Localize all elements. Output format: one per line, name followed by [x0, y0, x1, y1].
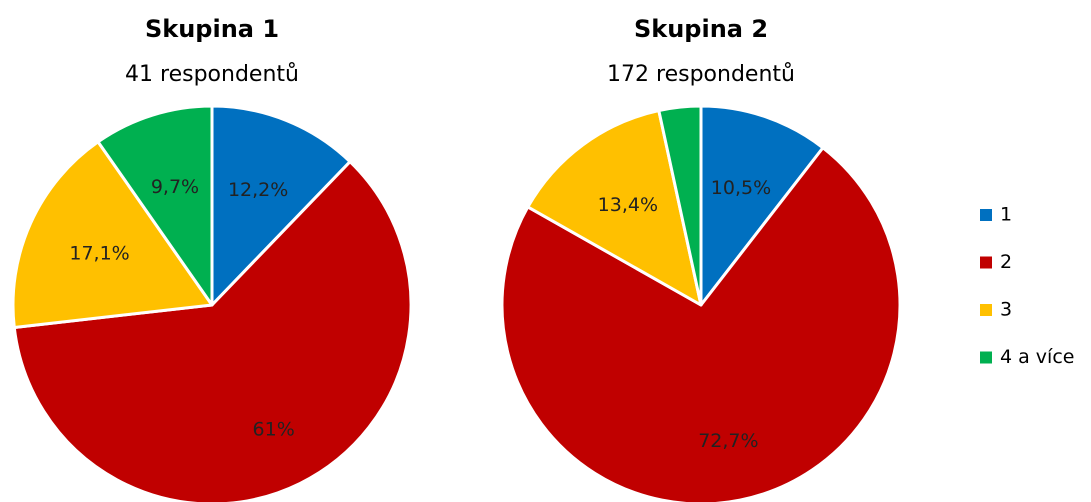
chart-subtitle: 172 respondentů [607, 62, 795, 87]
data-label: 13,4% [598, 194, 658, 216]
pie-slice [210, 104, 352, 307]
pie-slice [96, 104, 214, 307]
legend-label: 2 [1000, 251, 1012, 273]
pie-slice [11, 140, 214, 329]
data-label: 10,5% [711, 177, 771, 199]
data-label: 17,1% [69, 243, 129, 265]
pie-slice [657, 104, 703, 307]
legend-swatch [980, 209, 992, 221]
legend-swatch [980, 256, 992, 269]
data-label: 9,7% [151, 176, 199, 198]
chart-subtitle: 41 respondentů [125, 62, 299, 87]
pie-slice [699, 104, 825, 307]
pie-slice [12, 160, 413, 502]
legend-label: 1 [1000, 204, 1012, 226]
data-label: 12,2% [228, 179, 288, 201]
chart-title: Skupina 1 [145, 15, 279, 43]
legend-label: 3 [1000, 299, 1012, 321]
chart-title: Skupina 2 [634, 15, 768, 43]
pie-slice [500, 146, 902, 502]
data-label: 61% [253, 418, 295, 440]
data-label: 72,7% [698, 430, 758, 452]
legend-swatch [980, 304, 992, 316]
legend-label: 4 a více [1000, 346, 1074, 368]
pie-slice [526, 109, 703, 307]
legend-swatch [980, 351, 992, 364]
